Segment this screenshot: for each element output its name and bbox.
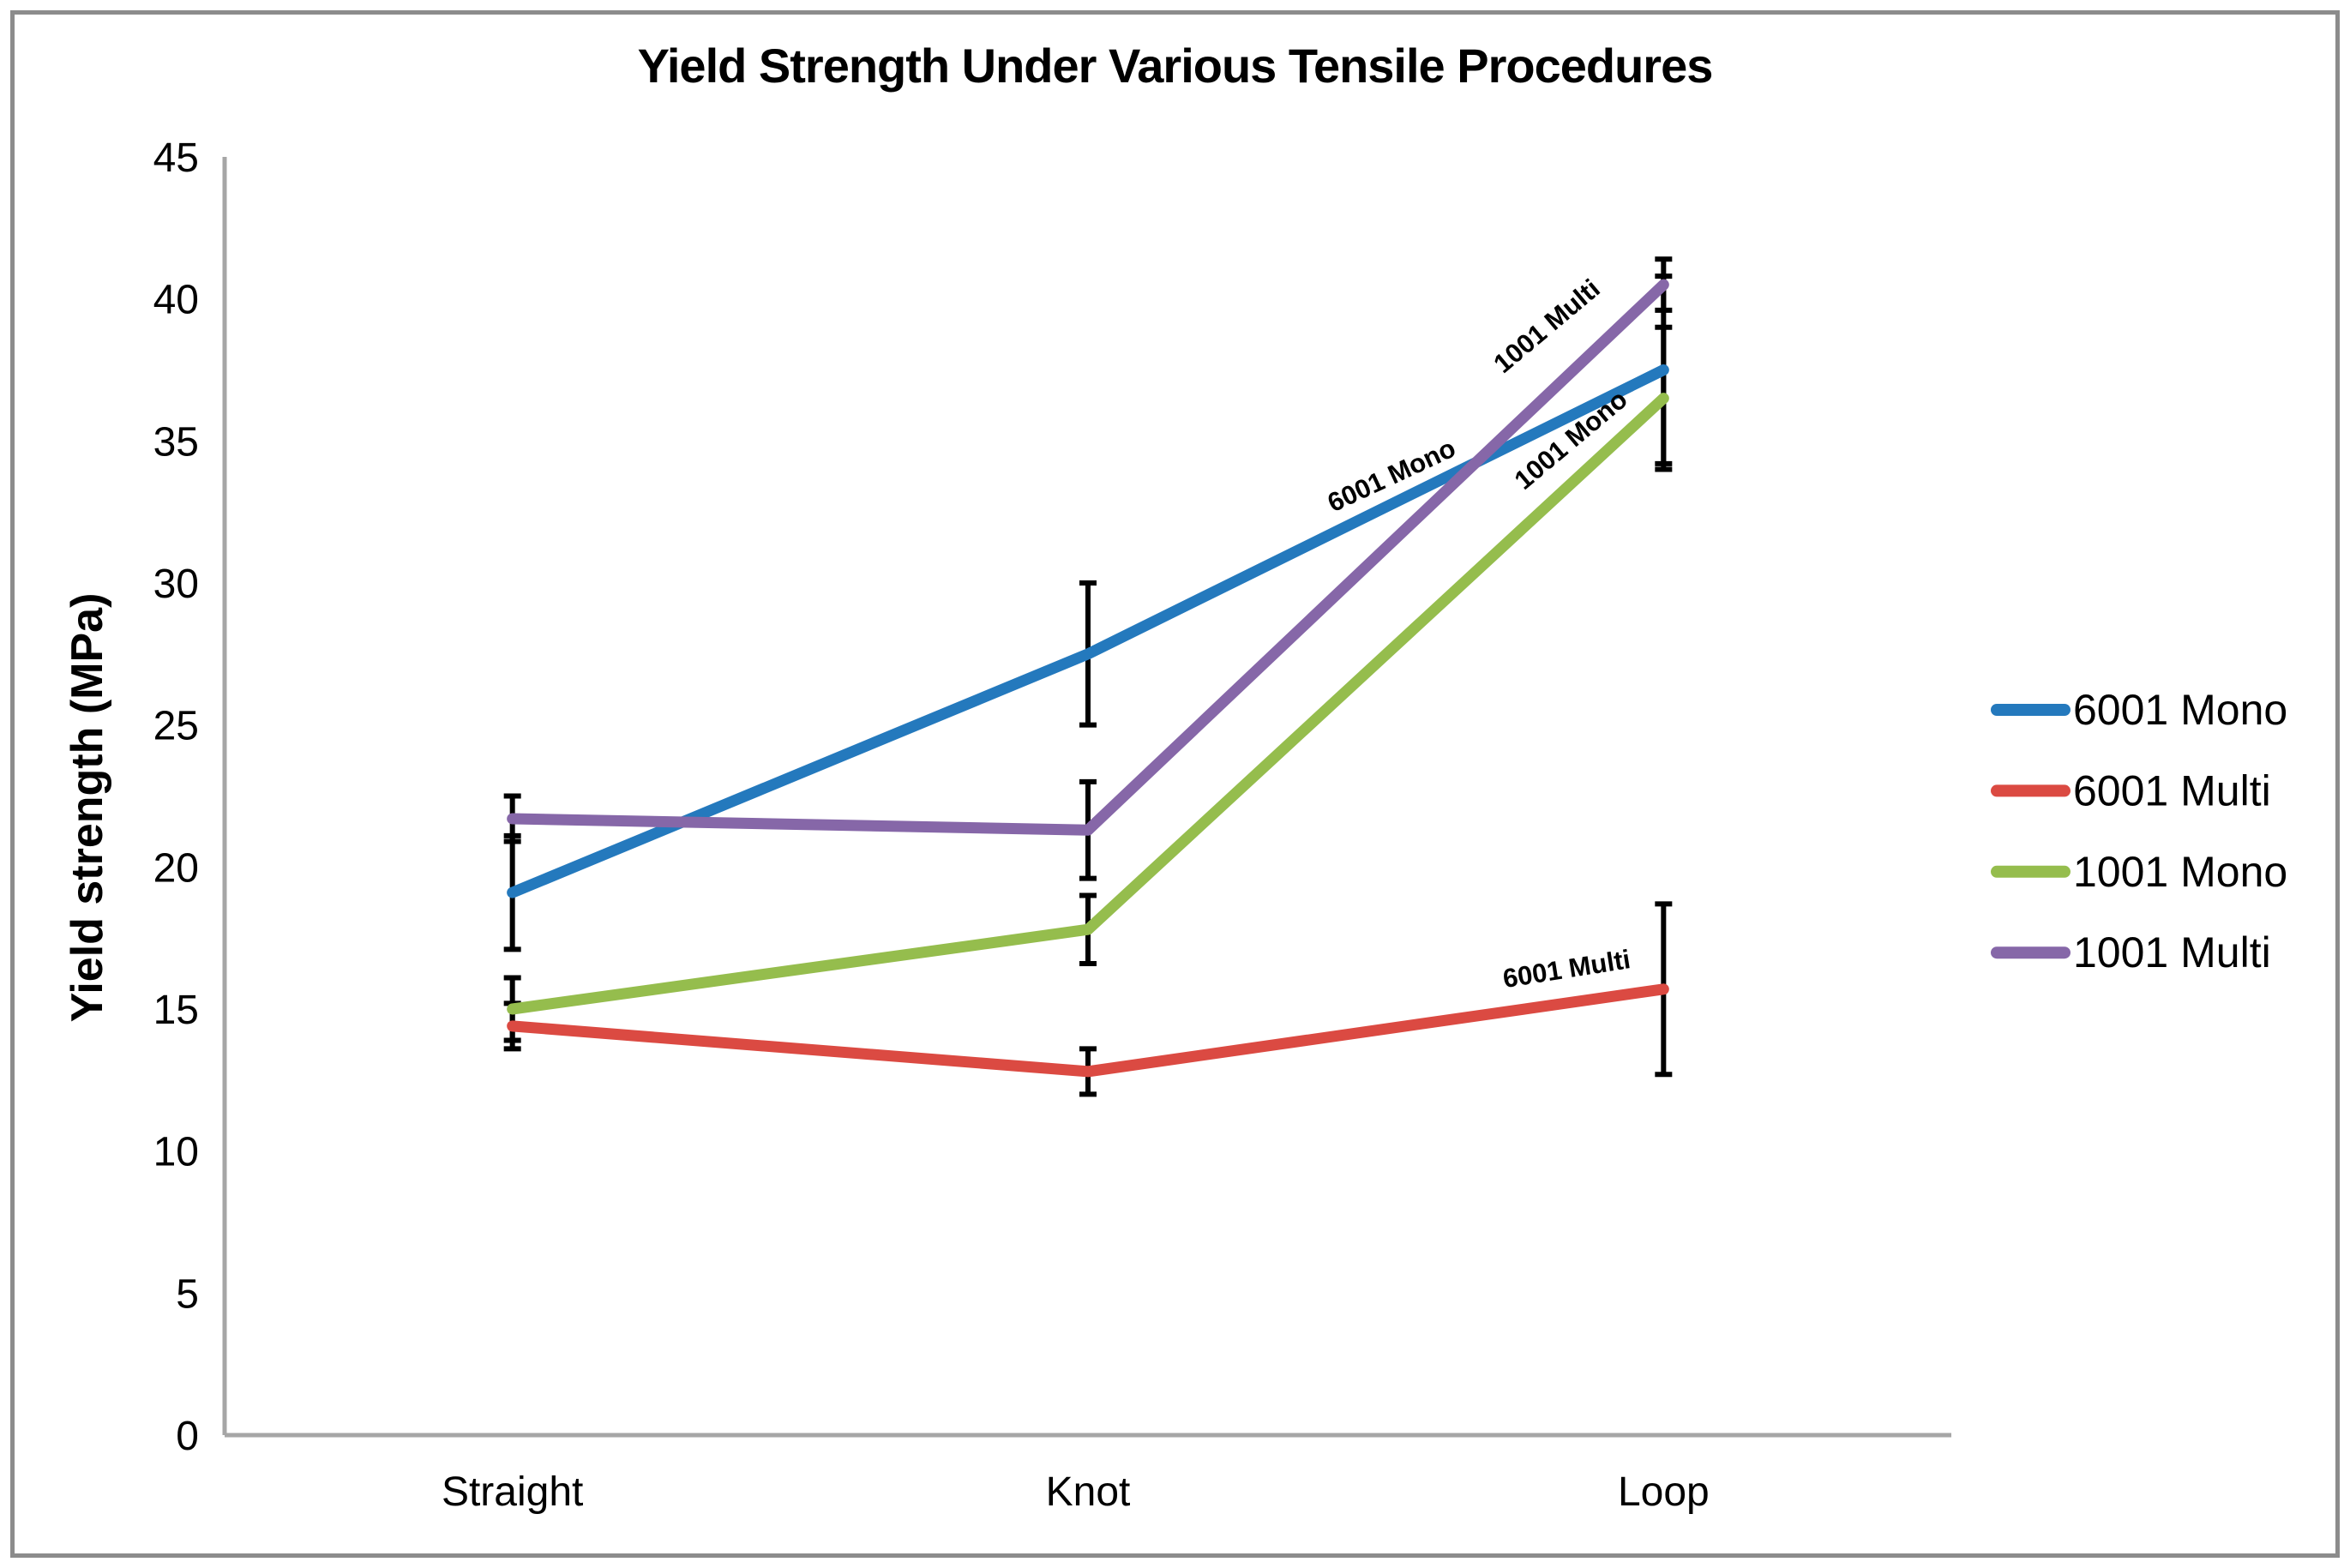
y-tick-label-40: 40 [153, 278, 199, 323]
legend-label-1001-mono: 1001 Mono [2073, 848, 2287, 896]
inline-label-6001-multi: 6001 Multi [1500, 944, 1632, 994]
series-line-1001-multi [507, 279, 1669, 836]
chart-title: Yield Strength Under Various Tensile Pro… [637, 39, 1714, 93]
y-tick-label-15: 15 [153, 988, 199, 1033]
legend-label-6001-multi: 6001 Multi [2073, 766, 2271, 814]
x-category-label-knot: Knot [1046, 1469, 1131, 1515]
y-tick-label-25: 25 [153, 704, 199, 749]
x-category-label-straight: Straight [442, 1469, 583, 1515]
legend-label-6001-mono: 6001 Mono [2073, 686, 2287, 734]
series-line-1001-mono [507, 393, 1669, 1015]
y-tick-label-0: 0 [176, 1414, 199, 1459]
series-line-6001-multi [507, 983, 1669, 1078]
x-category-label-loop: Loop [1618, 1469, 1710, 1515]
y-tick-label-5: 5 [176, 1271, 199, 1317]
y-tick-label-45: 45 [153, 135, 199, 181]
y-tick-label-35: 35 [153, 419, 199, 465]
y-tick-label-30: 30 [153, 562, 199, 607]
y-axis-title: Yield strength (MPa) [63, 592, 112, 1023]
y-tick-label-10: 10 [153, 1130, 199, 1175]
y-tick-label-20: 20 [153, 845, 199, 891]
legend-label-1001-multi: 1001 Multi [2073, 928, 2271, 976]
